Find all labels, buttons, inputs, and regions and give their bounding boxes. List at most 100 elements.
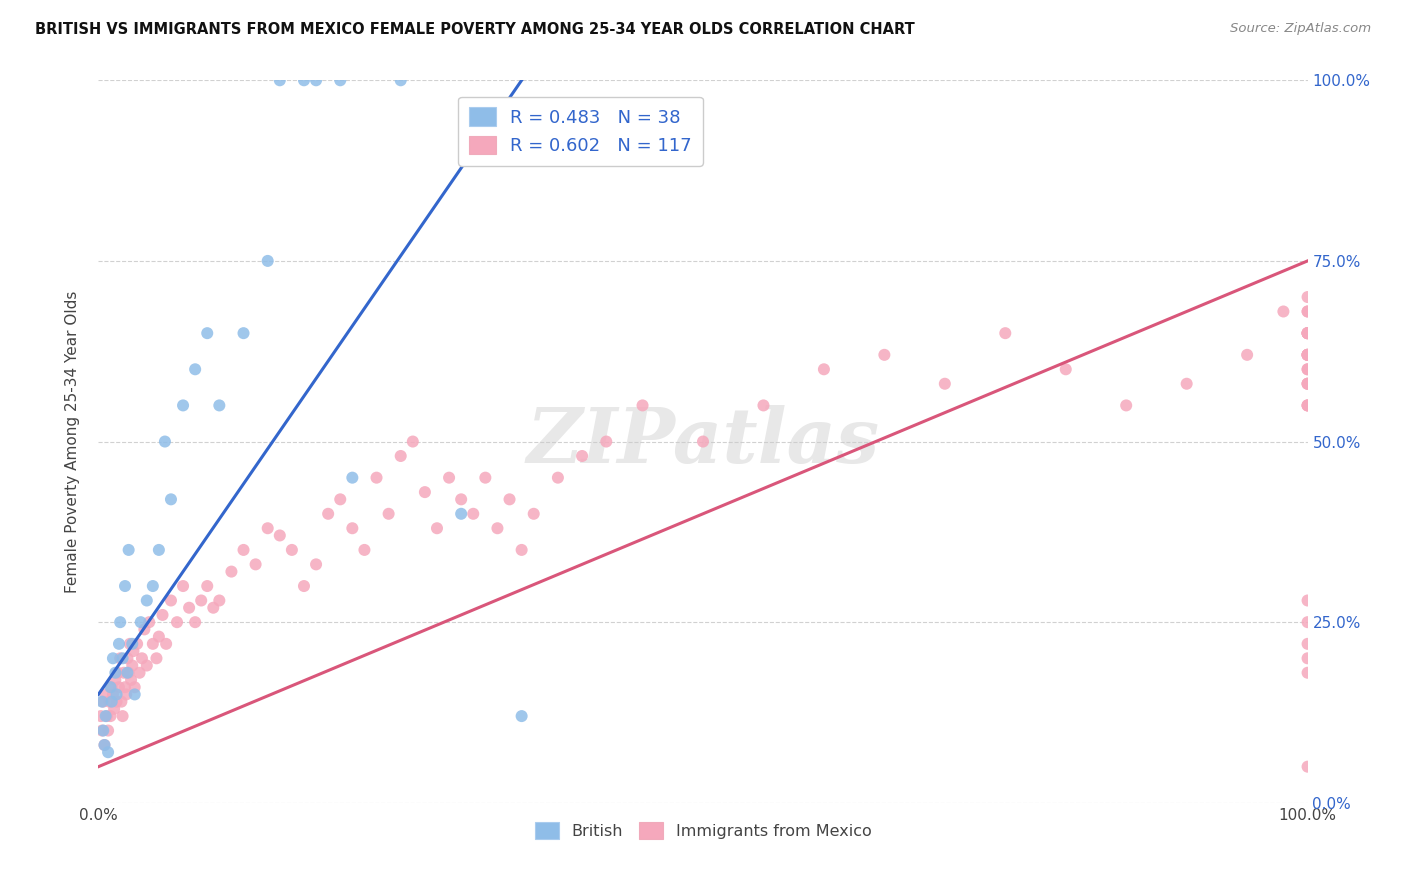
- Point: [1296, 348, 1319, 362]
- Point: [1115, 398, 1137, 412]
- Point: [112, 665, 135, 680]
- Point: [752, 398, 775, 412]
- Point: [595, 434, 617, 449]
- Point: [510, 542, 533, 557]
- Point: [1296, 348, 1319, 362]
- Point: [256, 521, 278, 535]
- Point: [110, 695, 132, 709]
- Point: [160, 492, 183, 507]
- Point: [208, 398, 231, 412]
- Point: [129, 615, 152, 630]
- Point: [1296, 326, 1319, 341]
- Point: [232, 542, 254, 557]
- Point: [91, 723, 114, 738]
- Point: [813, 362, 835, 376]
- Point: [486, 521, 509, 535]
- Point: [510, 709, 533, 723]
- Point: [114, 680, 136, 694]
- Point: [100, 709, 122, 723]
- Point: [1296, 348, 1319, 362]
- Point: [269, 528, 291, 542]
- Y-axis label: Female Poverty Among 25-34 Year Olds: Female Poverty Among 25-34 Year Olds: [65, 291, 80, 592]
- Point: [1272, 304, 1295, 318]
- Point: [128, 665, 150, 680]
- Point: [692, 434, 714, 449]
- Point: [100, 695, 122, 709]
- Point: [111, 709, 134, 723]
- Point: [1175, 376, 1198, 391]
- Point: [127, 637, 149, 651]
- Point: [117, 665, 139, 680]
- Point: [105, 695, 128, 709]
- Point: [1236, 348, 1258, 362]
- Point: [94, 709, 117, 723]
- Point: [101, 687, 124, 701]
- Point: [97, 745, 120, 759]
- Point: [1296, 326, 1319, 341]
- Point: [100, 680, 122, 694]
- Point: [269, 73, 291, 87]
- Point: [1296, 326, 1319, 341]
- Point: [131, 651, 153, 665]
- Point: [1296, 348, 1319, 362]
- Point: [1296, 326, 1319, 341]
- Point: [104, 673, 127, 687]
- Point: [118, 665, 141, 680]
- Point: [1296, 637, 1319, 651]
- Point: [353, 542, 375, 557]
- Point: [437, 471, 460, 485]
- Point: [1296, 651, 1319, 665]
- Point: [135, 658, 157, 673]
- Point: [108, 637, 131, 651]
- Point: [152, 607, 174, 622]
- Point: [184, 362, 207, 376]
- Point: [94, 687, 117, 701]
- Point: [134, 623, 156, 637]
- Point: [1296, 304, 1319, 318]
- Point: [305, 73, 328, 87]
- Point: [118, 637, 141, 651]
- Point: [120, 673, 142, 687]
- Point: [1296, 376, 1319, 391]
- Point: [329, 492, 352, 507]
- Point: [389, 73, 412, 87]
- Point: [934, 376, 956, 391]
- Point: [281, 542, 304, 557]
- Point: [450, 507, 472, 521]
- Point: [142, 637, 165, 651]
- Point: [148, 542, 170, 557]
- Point: [474, 471, 496, 485]
- Point: [172, 398, 194, 412]
- Point: [245, 558, 267, 572]
- Point: [153, 434, 176, 449]
- Point: [138, 615, 160, 630]
- Point: [117, 651, 139, 665]
- Point: [195, 579, 218, 593]
- Point: [402, 434, 425, 449]
- Point: [208, 593, 231, 607]
- Point: [100, 680, 122, 694]
- Point: [115, 687, 138, 701]
- Point: [195, 326, 218, 341]
- Point: [1296, 398, 1319, 412]
- Point: [101, 651, 124, 665]
- Point: [121, 658, 143, 673]
- Point: [166, 615, 188, 630]
- Point: [91, 695, 114, 709]
- Point: [1296, 348, 1319, 362]
- Point: [1054, 362, 1077, 376]
- Point: [316, 507, 339, 521]
- Point: [547, 471, 569, 485]
- Point: [124, 687, 146, 701]
- Point: [96, 709, 118, 723]
- Point: [498, 492, 520, 507]
- Point: [184, 615, 207, 630]
- Point: [1296, 290, 1319, 304]
- Point: [124, 680, 146, 694]
- Point: [179, 600, 201, 615]
- Point: [1296, 376, 1319, 391]
- Point: [108, 615, 131, 630]
- Point: [342, 471, 364, 485]
- Text: ZIPatlas: ZIPatlas: [526, 405, 880, 478]
- Point: [97, 723, 120, 738]
